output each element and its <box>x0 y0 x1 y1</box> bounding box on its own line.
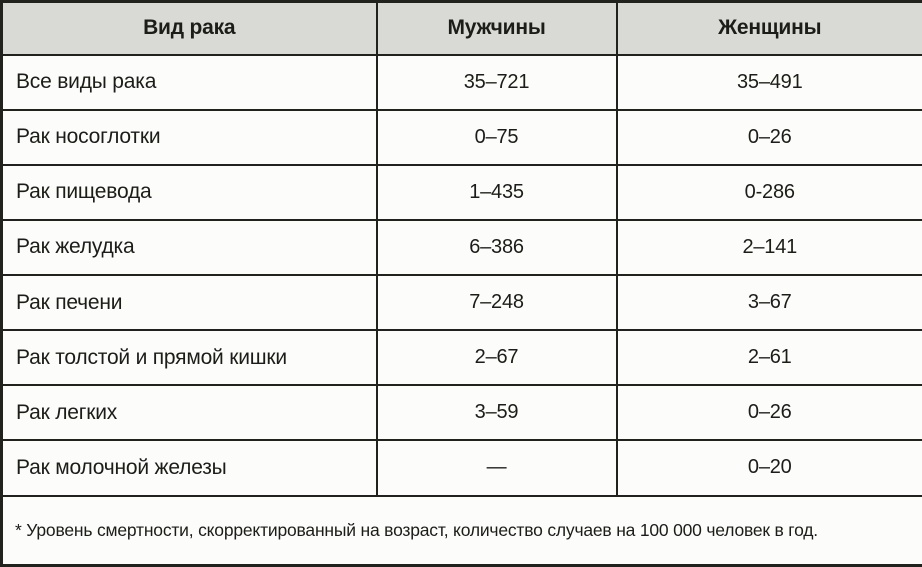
women-value-cell: 0–26 <box>615 384 922 442</box>
cancer-type-cell: Рак легких <box>0 384 378 442</box>
women-value-cell: 35–491 <box>615 53 922 111</box>
column-header-cancer-type: Вид рака <box>0 0 378 56</box>
table-row: Рак молочной железы — 0–20 <box>0 439 922 497</box>
men-value-cell: 6–386 <box>375 218 618 277</box>
table-row: Рак пищевода 1–435 0-286 <box>0 163 922 221</box>
cancer-type-cell: Рак пищевода <box>0 163 378 221</box>
women-value-cell: 0-286 <box>615 163 922 221</box>
women-value-cell: 2–141 <box>615 218 922 277</box>
men-value-cell: 3–59 <box>375 384 618 442</box>
men-value-cell: 2–67 <box>375 329 618 387</box>
footnote-cell: * Уровень смертности, скорректированный … <box>0 494 922 567</box>
men-value-cell: 35–721 <box>375 53 618 111</box>
table-row: Рак желудка 6–386 2–141 <box>0 218 922 277</box>
women-value-cell: 2–61 <box>615 329 922 387</box>
men-value-cell: 1–435 <box>375 163 618 221</box>
women-value-cell: 0–26 <box>615 108 922 166</box>
column-header-women: Женщины <box>615 0 922 56</box>
cancer-type-cell: Рак толстой и прямой кишки <box>0 329 378 387</box>
cancer-type-cell: Рак молочной железы <box>0 439 378 497</box>
header-row: Вид рака Мужчины Женщины <box>0 0 922 56</box>
footnote-row: * Уровень смертности, скорректированный … <box>0 494 922 567</box>
table-row: Рак печени 7–248 3–67 <box>0 273 922 332</box>
table-row: Все виды рака 35–721 35–491 <box>0 53 922 111</box>
women-value-cell: 3–67 <box>615 273 922 332</box>
cancer-type-cell: Рак желудка <box>0 218 378 277</box>
women-value-cell: 0–20 <box>615 439 922 497</box>
table-row: Рак носоглотки 0–75 0–26 <box>0 108 922 166</box>
men-value-cell: 7–248 <box>375 273 618 332</box>
cancer-type-cell: Рак печени <box>0 273 378 332</box>
cancer-type-cell: Рак носоглотки <box>0 108 378 166</box>
footnote: * Уровень смертности, скорректированный … <box>15 520 818 541</box>
cancer-type-cell: Все виды рака <box>0 53 378 111</box>
men-value-cell: — <box>375 439 618 497</box>
column-header-men: Мужчины <box>375 0 618 56</box>
table-row: Рак легких 3–59 0–26 <box>0 384 922 442</box>
table-row: Рак толстой и прямой кишки 2–67 2–61 <box>0 329 922 387</box>
men-value-cell: 0–75 <box>375 108 618 166</box>
